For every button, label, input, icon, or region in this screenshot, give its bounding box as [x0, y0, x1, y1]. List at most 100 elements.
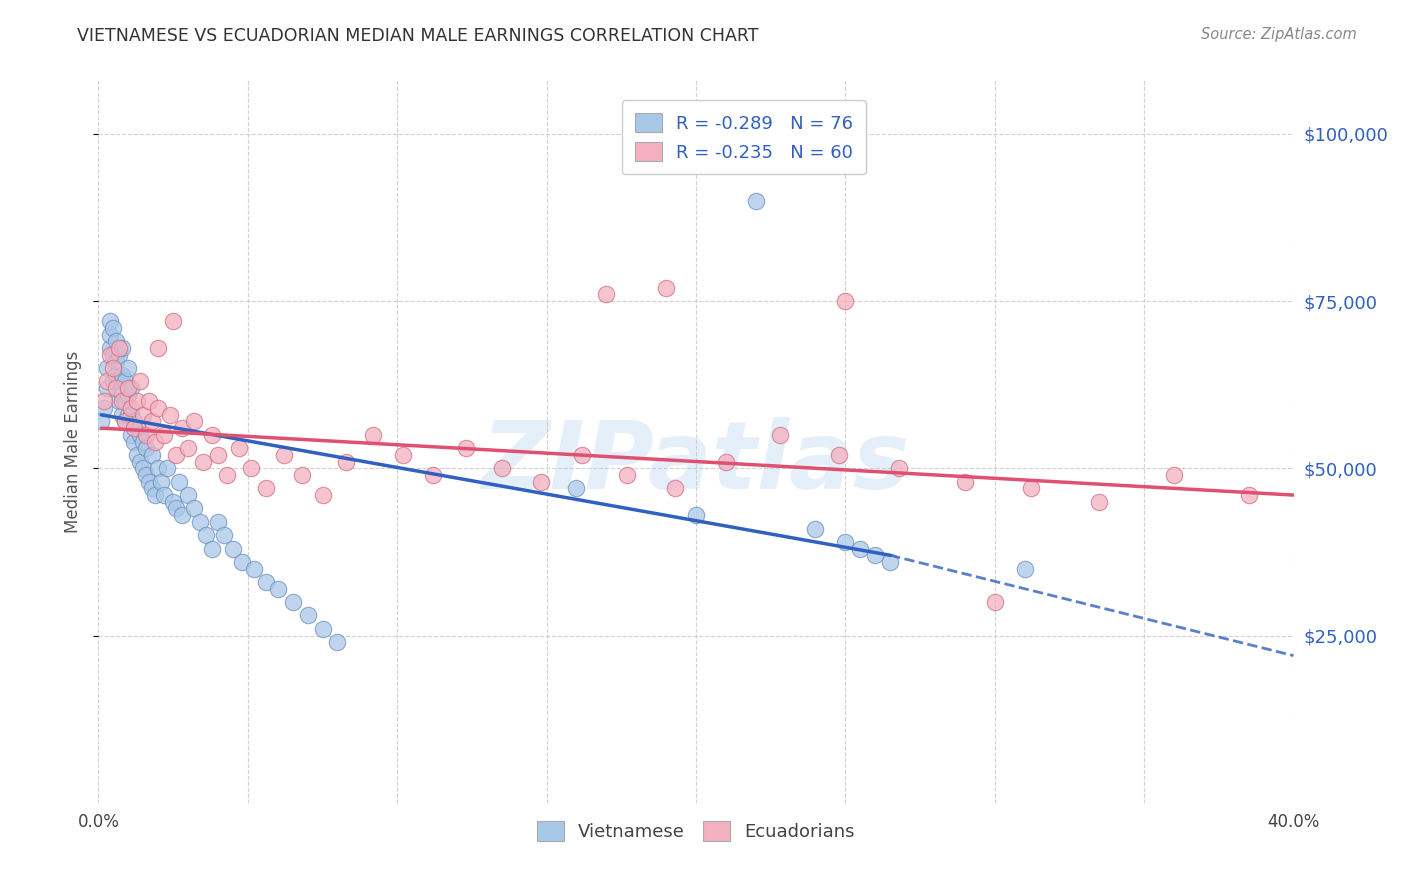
Point: [530, 475, 553, 489]
Point: [148, 461, 170, 475]
Point: [129, 427, 152, 442]
Point: [267, 582, 290, 596]
Point: [254, 482, 277, 496]
Point: [207, 515, 229, 529]
Point: [96, 361, 118, 376]
Point: [422, 467, 444, 482]
Point: [114, 375, 136, 389]
Point: [595, 287, 617, 301]
Point: [162, 494, 184, 508]
Point: [1088, 494, 1111, 508]
Point: [392, 448, 415, 462]
Y-axis label: Median Male Earnings: Median Male Earnings: [65, 351, 83, 533]
Point: [454, 441, 477, 455]
Point: [143, 488, 166, 502]
Point: [120, 408, 142, 422]
Point: [141, 482, 163, 496]
Point: [254, 575, 277, 590]
Point: [215, 467, 238, 482]
Text: ZIPatlas: ZIPatlas: [482, 417, 910, 509]
Point: [114, 414, 136, 428]
Point: [111, 408, 134, 422]
Point: [105, 381, 128, 395]
Point: [804, 521, 827, 535]
Point: [172, 421, 194, 435]
Point: [281, 595, 304, 609]
Point: [141, 414, 163, 428]
Point: [201, 541, 224, 556]
Point: [141, 448, 163, 462]
Point: [132, 461, 155, 475]
Point: [201, 427, 224, 442]
Point: [132, 408, 155, 422]
Point: [117, 381, 139, 395]
Point: [108, 341, 131, 355]
Point: [207, 448, 229, 462]
Point: [93, 394, 115, 409]
Point: [153, 488, 176, 502]
Point: [124, 421, 146, 435]
Point: [165, 501, 187, 516]
Point: [172, 508, 194, 523]
Point: [103, 375, 125, 389]
Point: [297, 608, 319, 623]
Point: [117, 387, 139, 401]
Point: [135, 467, 157, 482]
Point: [167, 475, 190, 489]
Point: [129, 375, 152, 389]
Point: [98, 327, 122, 342]
Point: [103, 348, 125, 362]
Point: [1014, 562, 1036, 576]
Point: [664, 482, 686, 496]
Point: [138, 394, 160, 409]
Point: [231, 555, 253, 569]
Point: [222, 541, 245, 556]
Point: [1163, 467, 1185, 482]
Point: [108, 394, 131, 409]
Point: [111, 387, 134, 401]
Point: [120, 381, 142, 395]
Point: [98, 314, 122, 328]
Text: VIETNAMESE VS ECUADORIAN MEDIAN MALE EARNINGS CORRELATION CHART: VIETNAMESE VS ECUADORIAN MEDIAN MALE EAR…: [77, 27, 759, 45]
Point: [243, 562, 266, 576]
Point: [183, 414, 205, 428]
Point: [127, 421, 149, 435]
Point: [98, 341, 122, 355]
Point: [273, 448, 295, 462]
Point: [326, 635, 349, 649]
Point: [132, 434, 155, 449]
Point: [1237, 488, 1260, 502]
Point: [127, 448, 149, 462]
Point: [135, 427, 157, 442]
Text: Source: ZipAtlas.com: Source: ZipAtlas.com: [1201, 27, 1357, 42]
Point: [108, 348, 131, 362]
Point: [889, 461, 911, 475]
Point: [96, 381, 118, 395]
Point: [114, 414, 136, 428]
Point: [162, 314, 184, 328]
Point: [117, 408, 139, 422]
Point: [714, 454, 737, 469]
Point: [311, 488, 333, 502]
Point: [111, 394, 134, 409]
Legend: Vietnamese, Ecuadorians: Vietnamese, Ecuadorians: [530, 814, 862, 848]
Point: [291, 467, 314, 482]
Point: [143, 434, 166, 449]
Point: [93, 401, 115, 416]
Point: [191, 454, 214, 469]
Point: [745, 194, 768, 208]
Point: [148, 401, 170, 416]
Point: [685, 508, 707, 523]
Point: [120, 401, 142, 416]
Point: [1019, 482, 1042, 496]
Point: [90, 414, 112, 428]
Point: [849, 541, 872, 556]
Point: [165, 448, 187, 462]
Point: [159, 408, 181, 422]
Point: [148, 341, 170, 355]
Point: [138, 475, 160, 489]
Point: [177, 488, 200, 502]
Point: [135, 441, 157, 455]
Point: [769, 427, 792, 442]
Point: [565, 482, 588, 496]
